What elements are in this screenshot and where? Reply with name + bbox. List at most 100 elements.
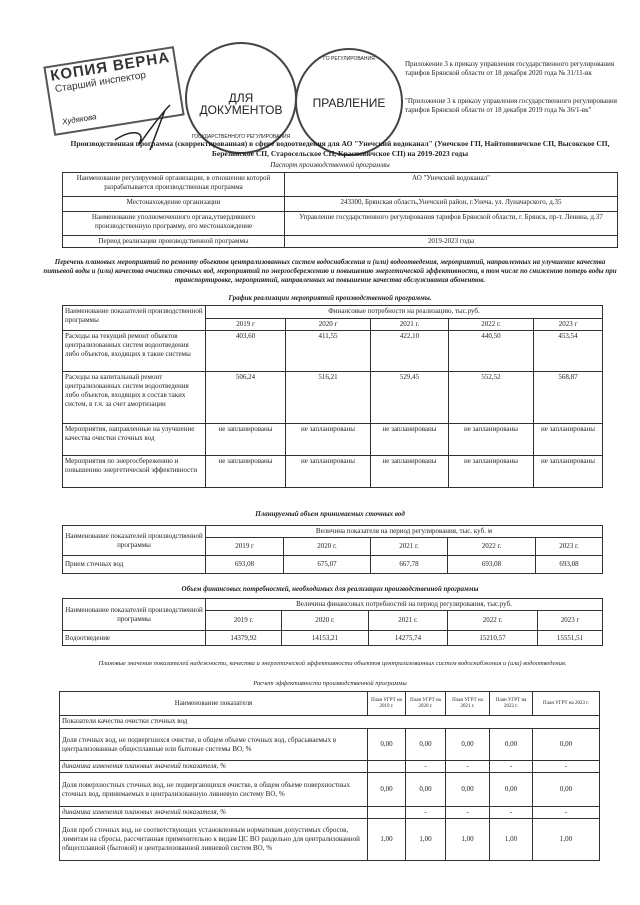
cell: 14379,92 — [205, 630, 282, 646]
cell: не запланированы — [205, 455, 286, 488]
header-name: Наименование показателя — [59, 691, 368, 716]
passport-label: Период реализации производственной прогр… — [62, 235, 285, 248]
passport-value: 2019-2023 годы — [284, 235, 618, 248]
section-header: Показатели качества очистки сточных вод — [59, 715, 600, 729]
table-row: Доля проб сточных вод, не соответствующи… — [59, 818, 600, 861]
cell: 15210,57 — [447, 630, 538, 646]
cell: 0,00 — [405, 728, 446, 761]
row-label: Доля проб сточных вод, не соответствующи… — [59, 818, 368, 861]
cell: 15551,51 — [537, 630, 603, 646]
indicators-table: Наименование показателя План УГРТ на 2019… — [59, 691, 600, 861]
header-year: План УГРТ на 2021 г. — [445, 691, 490, 716]
table-row: Доля сточных вод, не подвергшихся очистк… — [59, 728, 600, 761]
round-stamp-ring-text: ГОСУДАРСТВЕННОГО РЕГУЛИРОВАНИЯ — [191, 134, 291, 140]
header-year: 2022 г. — [448, 318, 534, 331]
passport-caption: Паспорт производственной программы — [270, 161, 390, 169]
row-label: Мероприятия, направленные на улучшение к… — [62, 423, 206, 456]
cell: 693,08 — [535, 555, 603, 574]
header-year: 2020 г — [285, 318, 371, 331]
schedule-caption: График реализации мероприятий производст… — [228, 294, 432, 302]
cell: 0,00 — [445, 772, 490, 807]
passport-value: 243300, Брянская область,Унечский район,… — [284, 196, 618, 212]
cell: 0,00 — [489, 772, 533, 807]
header-year: 2020 г. — [281, 610, 369, 631]
header-year: 2021 г. — [368, 610, 448, 631]
finance-caption: Объем финансовых потребностей, необходим… — [181, 585, 479, 593]
cell: 1,00 — [489, 818, 533, 861]
cell: - — [405, 806, 446, 819]
cell: 693,08 — [447, 555, 536, 574]
header-year: План УГРТ на 2019 г. — [367, 691, 406, 716]
appendix-reference-previous: "Приложение 3 к приказу управления госуд… — [405, 97, 617, 114]
header-group: Финансовые потребности на реализацию, ты… — [205, 305, 603, 319]
cell: 675,07 — [283, 555, 371, 574]
header-year: План УГРТ на 2023 г. — [532, 691, 600, 716]
table-row: Мероприятия по энергосбережению и повыше… — [62, 455, 603, 488]
round-stamp-label: ПРАВЛЕНИЕ — [312, 96, 386, 110]
cell: не запланированы — [285, 455, 371, 488]
table-row: Расходы на текущий ремонт объектов центр… — [62, 330, 603, 372]
round-stamp-ring-text: ГО РЕГУЛИРОВАНИЯ — [323, 56, 375, 62]
finance-table: Наименование показателей производственно… — [62, 598, 603, 646]
passport-value: Управление государственного регулировани… — [284, 211, 618, 236]
measures-caption: Перечень плановых мероприятий по ремонту… — [43, 258, 617, 284]
row-label: Мероприятия по энергосбережению и повыше… — [62, 455, 206, 488]
header-year: 2022 г. — [447, 537, 536, 556]
cell: - — [532, 806, 600, 819]
header-year: 2019 г — [205, 537, 284, 556]
cell: 529,45 — [370, 371, 449, 424]
round-stamp-documents: ДЛЯ ДОКУМЕНТОВ ГОСУДАРСТВЕННОГО РЕГУЛИРО… — [185, 42, 297, 154]
cell: 1,00 — [405, 818, 446, 861]
header-name: Наименование показателей производственно… — [62, 598, 206, 631]
copy-stamp-name: Худякова — [61, 112, 98, 127]
row-label: Прием сточных вод — [62, 555, 206, 574]
row-label: Расходы на текущий ремонт объектов центр… — [62, 330, 206, 372]
cell: 506,24 — [205, 371, 286, 424]
header-year: 2019 г — [205, 318, 286, 331]
passport-label: Местонахождение организации — [62, 196, 285, 212]
cell: 0,00 — [489, 728, 533, 761]
cell: 693,08 — [205, 555, 284, 574]
row-label: динамика изменения плановых значений пок… — [59, 760, 368, 773]
row-label: Водоотведение — [62, 630, 206, 646]
header-year: 2021 г. — [370, 537, 448, 556]
header-year: План УГРТ на 2020 г. — [405, 691, 446, 716]
header-year: 2023 г — [533, 318, 603, 331]
cell — [367, 760, 406, 773]
cell: 0,00 — [367, 728, 406, 761]
cell: 1,00 — [532, 818, 600, 861]
table-row: Водоотведение 14379,92 14153,21 14275,74 152… — [62, 630, 603, 646]
cell: - — [445, 760, 490, 773]
round-stamp-label: ДЛЯ ДОКУМЕНТОВ — [199, 91, 283, 117]
volume-caption: Планируемый объем принимаемых сточных во… — [255, 510, 405, 518]
cell: не запланированы — [448, 455, 534, 488]
passport-row: Наименование уполномоченного органа,утве… — [62, 211, 618, 236]
passport-table: Наименование регулируемой организации, в… — [62, 172, 618, 248]
header-year: План УГРТ на 2022 г. — [489, 691, 533, 716]
header-group: Величина показателя на период регулирова… — [205, 525, 603, 538]
header-year: 2019 г. — [205, 610, 282, 631]
cell: не запланированы — [370, 455, 449, 488]
cell: 0,00 — [367, 772, 406, 807]
cell: не запланированы — [533, 455, 603, 488]
header-name: Наименование показателей производственно… — [62, 305, 206, 331]
header-name: Наименование показателей производственно… — [62, 525, 206, 556]
cell — [367, 806, 406, 819]
dynamic-row: динамика изменения плановых значений пок… — [59, 760, 600, 773]
volume-table: Наименование показателей производственно… — [62, 525, 603, 574]
cell: 516,21 — [285, 371, 371, 424]
cell: - — [532, 760, 600, 773]
cell: не запланированы — [370, 423, 449, 456]
table-row: Доля поверхностных сточных вод, не подве… — [59, 772, 600, 807]
cell: 1,00 — [367, 818, 406, 861]
cell: не запланированы — [533, 423, 603, 456]
cell: не запланированы — [205, 423, 286, 456]
cell: 14153,21 — [281, 630, 369, 646]
cell: 453,54 — [533, 330, 603, 372]
cell: 422,10 — [370, 330, 449, 372]
table-row: Мероприятия, направленные на улучшение к… — [62, 423, 603, 456]
passport-row: Местонахождение организации 243300, Брянс… — [62, 196, 618, 212]
row-label: динамика изменения плановых значений пок… — [59, 806, 368, 819]
row-label: Расходы на капитальный ремонт централизо… — [62, 371, 206, 424]
